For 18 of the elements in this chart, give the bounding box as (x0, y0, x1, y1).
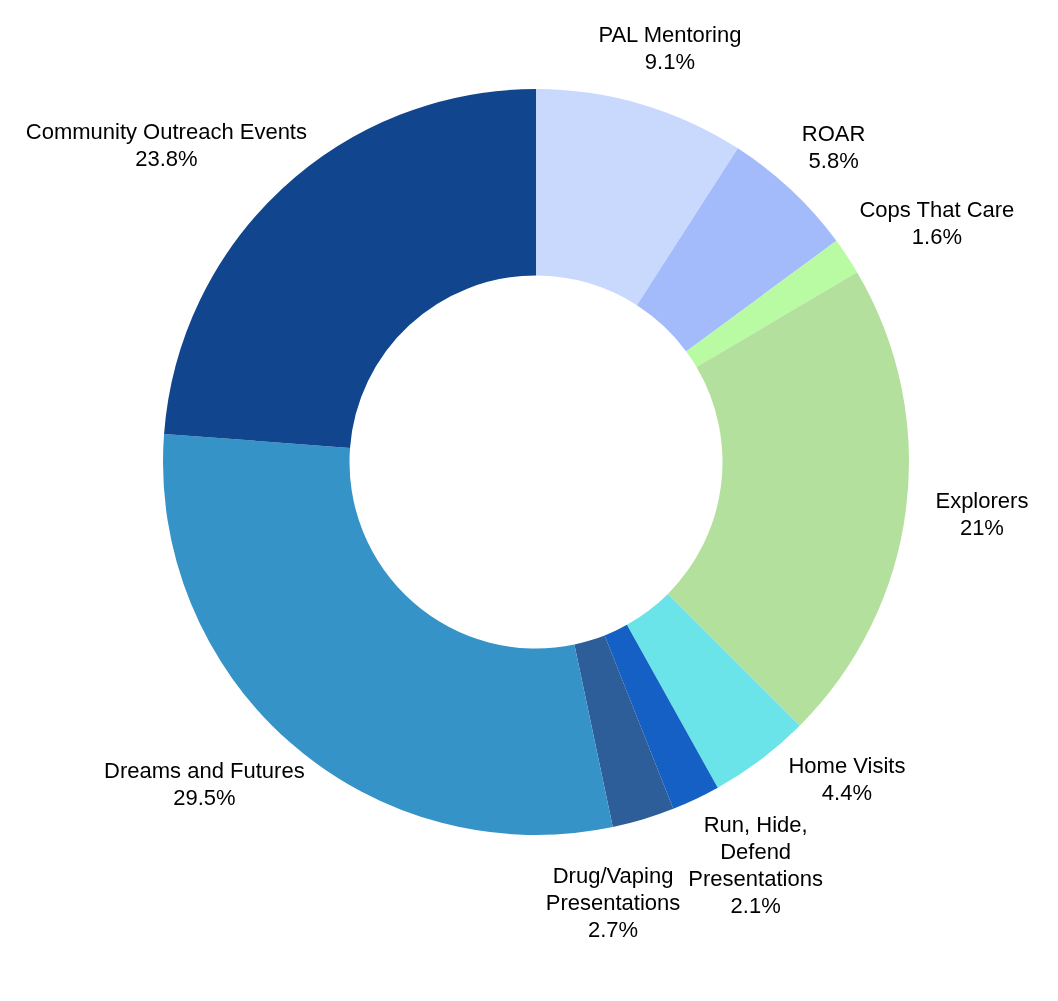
slice-label: Drug/Vaping Presentations (545, 863, 681, 916)
slice-label: PAL Mentoring (598, 22, 742, 48)
data-label: 1.6% (911, 224, 962, 250)
slice-label: Dreams and Futures (104, 758, 305, 783)
slice-label: Cops That Care (859, 197, 1015, 223)
data-label: 2.1% (730, 892, 781, 918)
slice-label: ROAR (801, 121, 866, 147)
data-label: 29.5% (173, 785, 236, 810)
data-label: 2.7% (587, 917, 639, 943)
slice-label: Run, Hide, Defend Presentations (688, 811, 823, 891)
data-label: 9.1% (644, 49, 696, 75)
data-label: 4.4% (821, 779, 873, 805)
data-label: 21% (959, 515, 1004, 541)
slice-label: Community Outreach Events (25, 119, 307, 145)
slice-label: Home Visits (788, 752, 906, 778)
data-label: 23.8% (135, 146, 198, 172)
data-label: 5.8% (808, 148, 859, 174)
slice-label: Explorers (935, 488, 1029, 514)
